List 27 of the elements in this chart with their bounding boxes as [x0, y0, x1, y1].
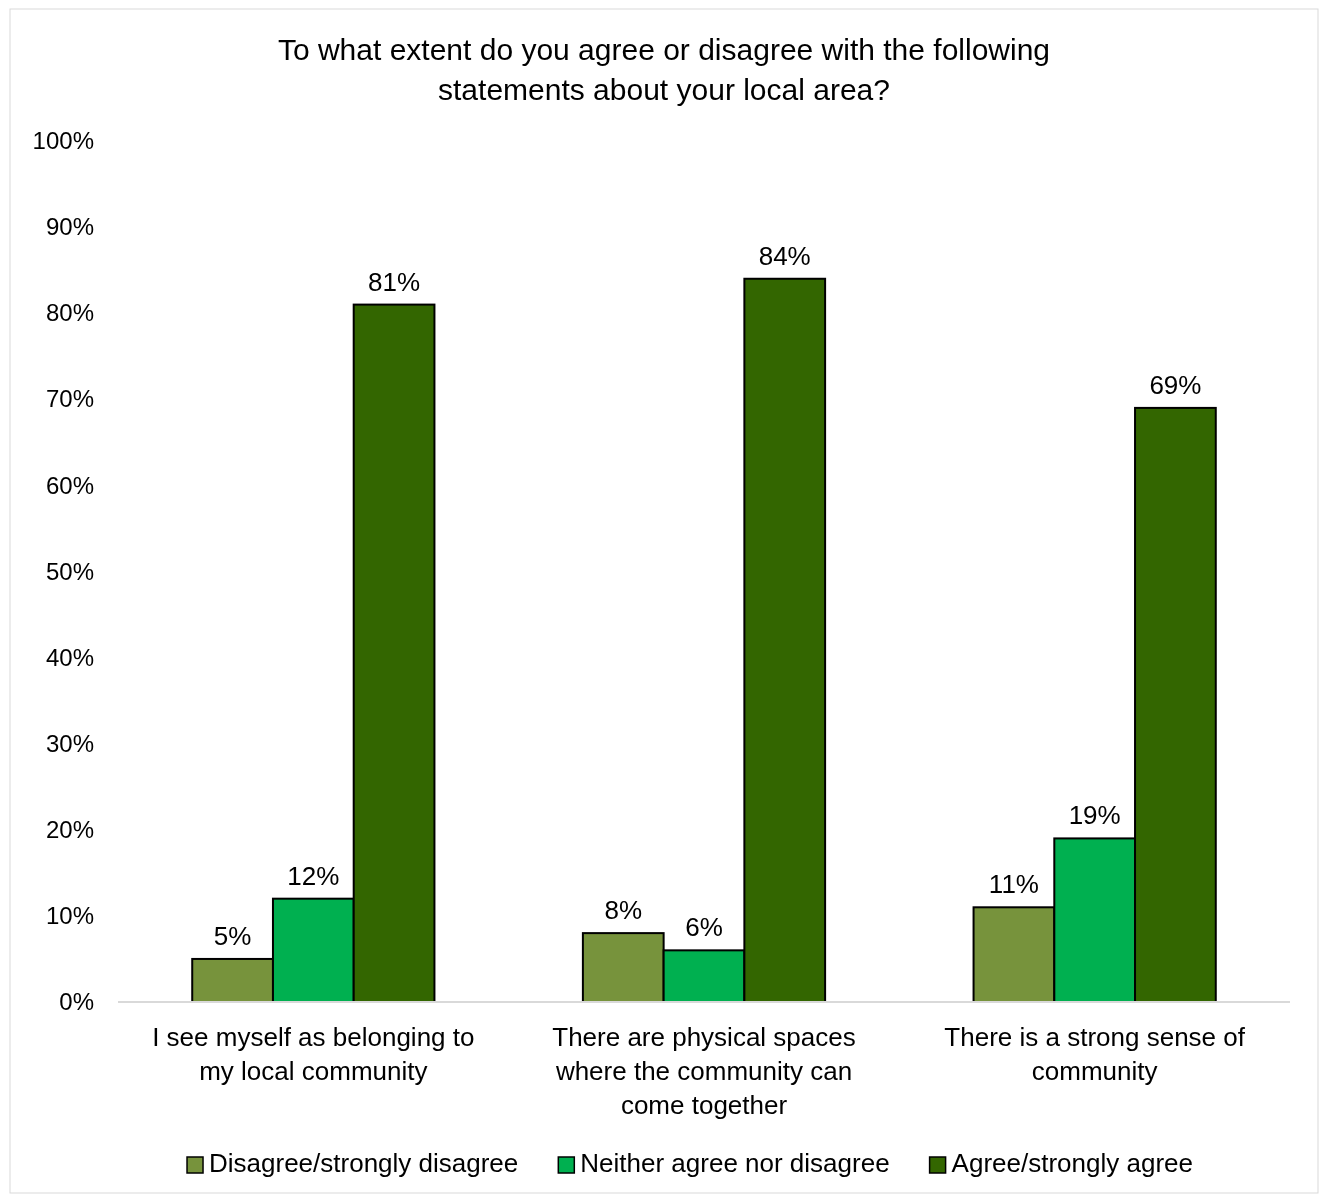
text: 84% — [758, 240, 811, 271]
y-tick-label: 10% — [45, 902, 94, 930]
y-tick-label: 70% — [45, 385, 94, 413]
text: 81% — [368, 266, 421, 297]
text: 11% — [988, 869, 1039, 900]
y-tick-label: 30% — [45, 729, 94, 757]
y-tick-label: 80% — [45, 299, 94, 327]
y-tick-label: 90% — [45, 213, 94, 241]
chart-title: To what extent do you agree or disagree with the following statements about your local area? — [277, 33, 1051, 106]
y-tick-label: 100% — [32, 127, 94, 155]
legend-label: Disagree/strongly disagree — [209, 1148, 519, 1178]
x-tick-label: There is a strong sense of community — [944, 1022, 1246, 1086]
legend-label: Neither agree nor disagree — [580, 1148, 890, 1178]
text: 5% — [213, 920, 252, 951]
x-tick-label: I see myself as belonging to my local community — [152, 1022, 475, 1086]
legend-label: Agree/strongly agree — [951, 1148, 1193, 1178]
text: 19% — [1068, 800, 1121, 831]
y-tick-label: 50% — [45, 557, 94, 585]
y-tick-label: 20% — [45, 815, 94, 843]
y-tick-label: 0% — [59, 988, 94, 1016]
y-tick-label: 60% — [45, 471, 94, 499]
y-tick-label: 40% — [45, 643, 94, 671]
x-tick-label: There are physical spaces where the community can come together — [552, 1022, 856, 1120]
text: 8% — [604, 895, 643, 926]
text: 6% — [685, 912, 723, 943]
text: 69% — [1149, 369, 1202, 400]
text: 12% — [287, 860, 340, 891]
